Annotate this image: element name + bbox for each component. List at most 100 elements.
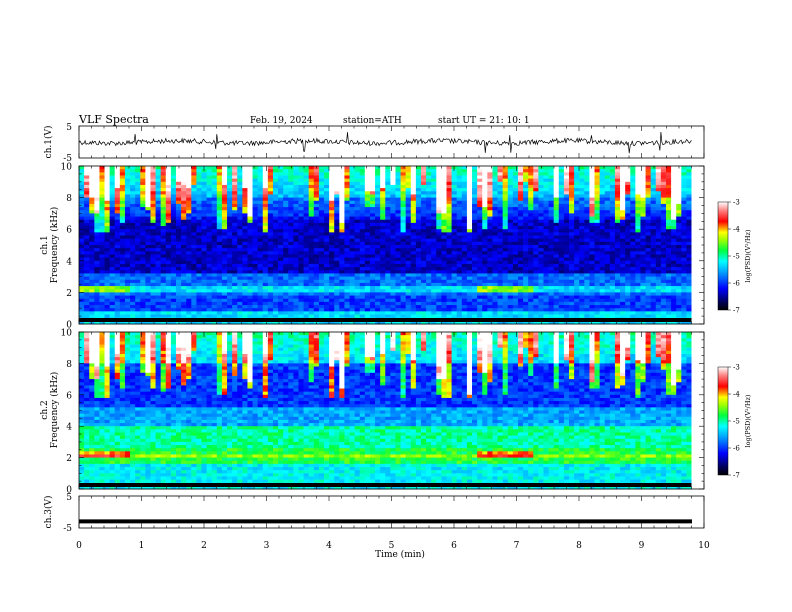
spectrogram-cell xyxy=(135,238,141,243)
spectrogram-cell xyxy=(232,181,238,186)
spectrogram-cell xyxy=(84,207,90,211)
spectrogram-cell xyxy=(175,257,182,262)
spectrogram-cell xyxy=(181,267,187,271)
spectrogram-cell xyxy=(349,172,356,176)
spectrogram-cell xyxy=(160,238,167,243)
spectrogram-cell xyxy=(660,222,667,227)
spectrogram-cell xyxy=(354,235,361,240)
spectrogram-cell xyxy=(160,178,167,183)
spectrogram-cell xyxy=(461,251,468,255)
spectrogram-cell xyxy=(272,292,279,296)
spectrogram-cell xyxy=(303,267,310,271)
spectrogram-cell xyxy=(267,166,274,170)
spectrogram-cell xyxy=(528,210,534,214)
spectrogram-cell xyxy=(461,203,468,208)
spectrogram-cell xyxy=(579,279,585,284)
spectrogram-cell xyxy=(165,267,172,271)
spectrogram-cell xyxy=(635,279,641,284)
spectrogram-cell xyxy=(543,270,549,274)
spectrogram-cell xyxy=(308,210,315,214)
spectrogram-cell xyxy=(630,235,636,240)
spectrogram-cell xyxy=(671,194,677,198)
spectrogram-cell xyxy=(482,181,488,186)
spectrogram-cell xyxy=(140,267,146,271)
spectrogram-cell xyxy=(671,210,677,214)
spectrogram-cell xyxy=(502,200,509,205)
spectrogram-cell xyxy=(681,188,687,192)
spectrogram-cell xyxy=(364,216,371,221)
spectrogram-cell xyxy=(155,232,162,236)
spectrogram-cell xyxy=(543,263,549,268)
spectrogram-cell xyxy=(369,216,376,221)
spectrogram-cell xyxy=(329,175,335,180)
spectrogram-cell xyxy=(206,279,213,284)
spectrogram-cell xyxy=(232,207,238,211)
spectrogram-cell xyxy=(497,172,504,176)
spectrogram-cell xyxy=(650,263,657,268)
spectrogram-cell xyxy=(645,188,652,192)
spectrogram-cell xyxy=(599,184,606,189)
spectrogram-cell xyxy=(385,188,391,192)
spectrogram-cell xyxy=(512,263,519,268)
spectrogram-cell xyxy=(262,263,269,268)
spectrogram-cell xyxy=(313,172,320,176)
spectrogram-cell xyxy=(497,181,504,186)
spectrogram-cell xyxy=(492,232,498,236)
spectrogram-cell xyxy=(375,251,381,255)
ch1-waveform-panel: 5 -5 ch.1(V) xyxy=(43,123,705,164)
spectrogram-cell xyxy=(635,200,641,205)
spectrogram-cell xyxy=(410,175,417,180)
spectrogram-cell xyxy=(625,226,631,230)
spectrogram-cell xyxy=(686,270,692,274)
spectrogram-cell xyxy=(451,197,458,202)
spectrogram-cell xyxy=(303,282,310,287)
spectrogram-cell xyxy=(186,267,192,271)
spectrogram-cell xyxy=(569,166,575,170)
spectrogram-cell xyxy=(288,181,294,186)
spectrogram-cell xyxy=(186,178,192,183)
spectrogram-cell xyxy=(308,241,315,246)
spectrogram-cell xyxy=(216,257,223,262)
spectrogram-cell xyxy=(339,263,345,268)
spectrogram-cell xyxy=(609,200,616,205)
spectrogram-cell xyxy=(395,232,401,236)
spectrogram-cell xyxy=(645,172,652,176)
spectrogram-cell xyxy=(512,267,519,271)
spectrogram-cell xyxy=(686,263,692,268)
spectrogram-cell xyxy=(232,226,238,230)
spectrogram-cell xyxy=(538,175,544,180)
spectrogram-cell xyxy=(283,166,289,170)
spectrogram-cell xyxy=(630,245,636,249)
spectrogram-cell xyxy=(160,210,167,214)
spectrogram-cell xyxy=(512,251,519,255)
spectrogram-cell xyxy=(94,235,100,240)
spectrogram-cell xyxy=(145,279,151,284)
spectrogram-cell xyxy=(385,270,391,274)
spectrogram-cell xyxy=(79,188,85,192)
spectrogram-cell xyxy=(216,219,223,224)
spectrogram-cell xyxy=(507,286,514,290)
spectrogram-cell xyxy=(99,213,105,217)
spectrogram-cell xyxy=(681,203,687,208)
spectrogram-cell xyxy=(446,188,452,192)
spectrogram-cell xyxy=(589,166,595,170)
spectrogram-cell xyxy=(446,203,452,208)
spectrogram-cell xyxy=(344,166,350,170)
spectrogram-cell xyxy=(400,226,407,230)
spectrogram-cell xyxy=(482,197,488,202)
spectrogram-cell xyxy=(395,169,401,173)
spectrogram-cell xyxy=(135,203,141,208)
spectrogram-cell xyxy=(446,289,452,293)
spectrogram-cell xyxy=(140,289,146,293)
spectrogram-cell xyxy=(313,245,320,249)
spectrogram-cell xyxy=(548,235,555,240)
spectrogram-cell xyxy=(242,248,248,252)
spectrogram-cell xyxy=(650,188,657,192)
spectrogram-cell xyxy=(665,184,672,189)
spectrogram-cell xyxy=(645,181,652,186)
spectrogram-cell xyxy=(466,245,473,249)
spectrogram-cell xyxy=(686,226,692,230)
spectrogram-cell xyxy=(267,184,274,189)
spectrogram-cell xyxy=(665,226,672,230)
spectrogram-cell xyxy=(620,194,626,198)
